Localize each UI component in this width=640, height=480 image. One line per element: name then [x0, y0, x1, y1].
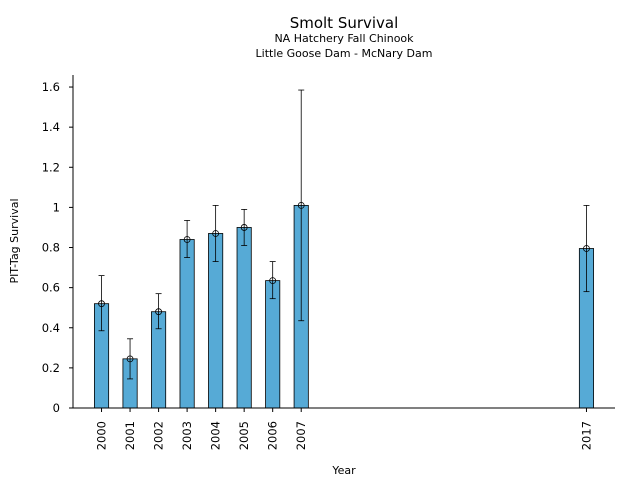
- x-tick-label: 2000: [95, 421, 109, 450]
- y-tick-label: 0.8: [42, 241, 60, 255]
- x-tick-label: 2004: [209, 421, 223, 450]
- point-marker: [155, 308, 162, 316]
- y-axis-label: PIT-Tag Survival: [8, 198, 21, 283]
- y-tick-label: 0.4: [42, 321, 60, 335]
- x-tick-label: 2002: [152, 421, 166, 450]
- chart-title: Smolt Survival: [290, 14, 399, 32]
- y-tick-label: 1.2: [42, 160, 60, 174]
- y-tick-label: 0.2: [42, 361, 60, 375]
- point-marker: [583, 245, 590, 252]
- point-marker: [183, 236, 191, 243]
- point-marker: [269, 277, 277, 285]
- point-marker: [126, 355, 134, 363]
- bars: [93, 204, 595, 409]
- bar: [179, 239, 195, 409]
- point-marker: [240, 224, 248, 231]
- y-axis-ticks: 0 0.2 0.4 0.6 0.8 1 1.2 1.4 1.6: [42, 80, 73, 415]
- bar: [236, 227, 252, 409]
- y-tick-label: 1.4: [42, 120, 60, 134]
- point-marker: [297, 201, 305, 209]
- y-tick-label: 0: [53, 401, 60, 415]
- bar: [265, 280, 281, 409]
- x-axis-ticks: 2000 2001 2002 2003 2004 2005 2006 2007 2017: [95, 408, 593, 450]
- point-markers: [98, 201, 590, 363]
- y-tick-label: 1.6: [42, 80, 60, 94]
- x-tick-label: 2003: [180, 421, 194, 450]
- x-tick-label: 2006: [266, 421, 280, 450]
- x-tick-label: 2005: [237, 421, 251, 450]
- y-tick-label: 0.6: [42, 281, 60, 295]
- x-tick-label: 2017: [579, 421, 593, 450]
- x-tick-label: 2007: [294, 421, 308, 450]
- chart-subtitle-line-2: Little Goose Dam - McNary Dam: [256, 47, 433, 60]
- point-marker: [98, 300, 105, 308]
- y-tick-label: 1: [53, 200, 60, 214]
- x-axis-label: Year: [331, 464, 356, 477]
- error-bars: [98, 89, 590, 380]
- x-tick-label: 2001: [123, 421, 137, 450]
- point-marker: [212, 230, 220, 237]
- chart-subtitle-line-1: NA Hatchery Fall Chinook: [274, 32, 414, 45]
